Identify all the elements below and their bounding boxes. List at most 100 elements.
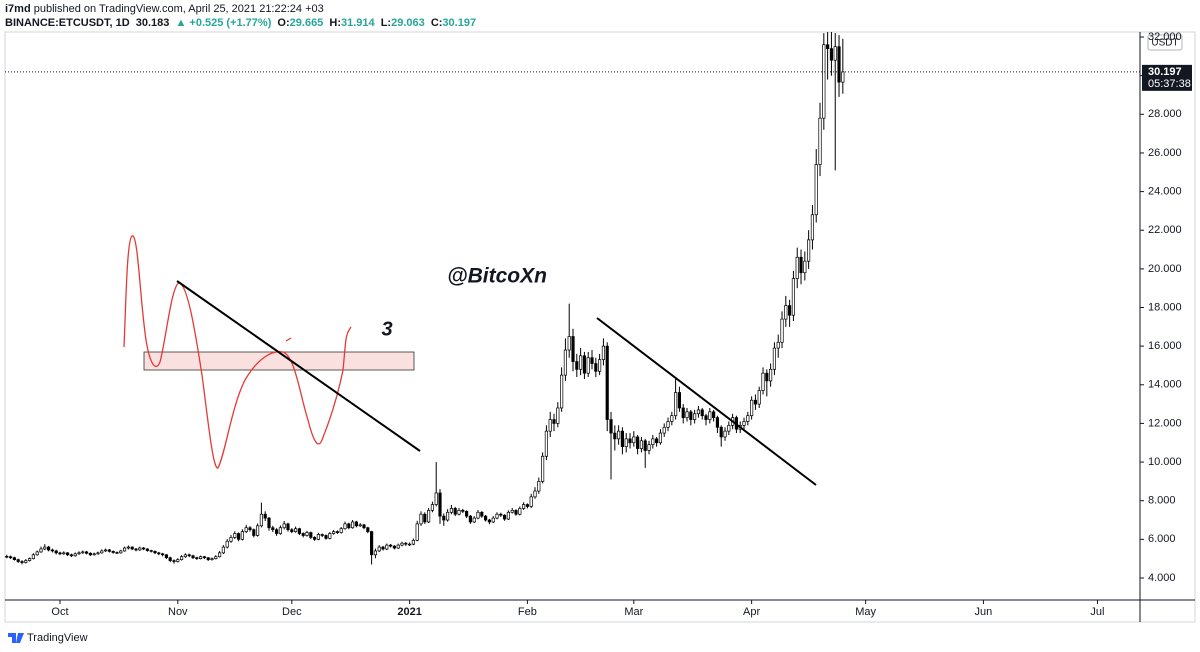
- candle-body: [404, 542, 408, 545]
- candle-body: [328, 533, 332, 539]
- candle-body: [142, 547, 146, 550]
- l-label: L:: [380, 17, 392, 29]
- candle-body: [115, 552, 119, 554]
- candle-body: [5, 555, 9, 558]
- candle-body: [639, 440, 644, 449]
- candle-body: [126, 546, 130, 549]
- candle-body: [16, 559, 20, 562]
- candle-body: [252, 529, 256, 536]
- candle-body: [244, 527, 248, 532]
- candle-body: [693, 413, 697, 420]
- candle-body: [803, 260, 807, 274]
- candle-body: [525, 504, 529, 507]
- candle-body: [704, 415, 708, 420]
- trend-line: [596, 317, 817, 486]
- candle-body: [195, 557, 199, 560]
- last-price-label: 30.197: [1148, 66, 1182, 78]
- candle-body: [841, 71, 845, 83]
- candle-body: [510, 510, 514, 513]
- candle-body: [476, 511, 480, 519]
- candle-body: [647, 444, 651, 451]
- header: i7md published on TradingView.com, April…: [5, 2, 482, 30]
- candle-body: [522, 504, 526, 509]
- candle-body: [822, 44, 826, 119]
- candle-body: [248, 527, 252, 531]
- candle-body: [780, 318, 784, 343]
- candle-body: [628, 438, 632, 444]
- candle-body: [753, 399, 758, 405]
- x-tick-label: Apr: [743, 606, 760, 618]
- symbol-line: BINANCE:ETCUSDT, 1D 30.183 ▲ +0.525 (+1.…: [5, 16, 482, 30]
- published: published on TradingView.com, April 25, …: [33, 3, 324, 15]
- candle-body: [134, 548, 138, 551]
- candle-body: [757, 390, 761, 405]
- candle-body: [571, 336, 575, 362]
- y-tick-label: 28.000: [1148, 108, 1182, 120]
- candle-body: [305, 532, 309, 536]
- candle-body: [221, 546, 225, 554]
- candle-body: [366, 527, 370, 532]
- candle-body: [12, 557, 16, 560]
- candle-body: [389, 544, 393, 547]
- candle-body: [400, 542, 404, 546]
- candle-body: [598, 359, 602, 372]
- candle-body: [609, 419, 613, 434]
- y-tick-label: 26.000: [1148, 147, 1182, 159]
- candle-body: [613, 432, 617, 440]
- candle-body: [567, 336, 571, 351]
- candle-body: [769, 368, 773, 382]
- candle-body: [696, 409, 701, 415]
- candle-body: [461, 510, 465, 512]
- candle-body: [157, 552, 161, 555]
- candle-body: [750, 399, 754, 417]
- candle-body: [54, 550, 58, 554]
- candle-body: [814, 164, 818, 216]
- last-price-box: [1142, 64, 1192, 91]
- candle-body: [636, 436, 640, 449]
- candle-body: [662, 426, 666, 434]
- candle-body: [271, 527, 275, 531]
- candle-body: [514, 510, 518, 515]
- candle-body: [240, 531, 244, 540]
- candle-body: [145, 548, 149, 551]
- candle-body: [373, 550, 377, 556]
- candle-body: [229, 537, 233, 542]
- candle-body: [658, 432, 663, 444]
- candle-body: [700, 409, 704, 417]
- candle-body: [164, 554, 168, 559]
- candle-body: [58, 552, 62, 555]
- candle-body: [685, 411, 689, 418]
- freehand-drawing: [123, 235, 352, 469]
- candle-body: [316, 534, 320, 540]
- candle-body: [335, 531, 339, 533]
- candle-body: [107, 549, 111, 552]
- candle-body: [77, 552, 81, 555]
- candle-body: [529, 496, 533, 507]
- candle-body: [339, 528, 343, 533]
- candle-body: [267, 517, 271, 529]
- candle-body: [66, 552, 70, 556]
- candle-body: [552, 419, 556, 424]
- candle-body: [784, 305, 788, 320]
- publish-line: i7md published on TradingView.com, April…: [5, 2, 482, 16]
- candle-body: [810, 214, 815, 241]
- candle-body: [624, 438, 628, 447]
- candle-body: [286, 523, 290, 531]
- candle-body: [263, 513, 267, 519]
- candle-body: [415, 523, 419, 541]
- candle-body: [537, 481, 541, 492]
- candle-body: [495, 513, 499, 519]
- candle-body: [81, 551, 85, 554]
- candle-body: [191, 555, 195, 559]
- candle-body: [453, 508, 457, 515]
- candle-body: [643, 440, 647, 451]
- y-tick-label: 18.000: [1148, 301, 1182, 313]
- candle-body: [582, 355, 586, 374]
- candle-body: [20, 561, 24, 563]
- candle-body: [297, 528, 301, 534]
- countdown: 05:37:38: [1148, 78, 1191, 90]
- candle-body: [651, 438, 655, 446]
- candle-body: [343, 523, 347, 530]
